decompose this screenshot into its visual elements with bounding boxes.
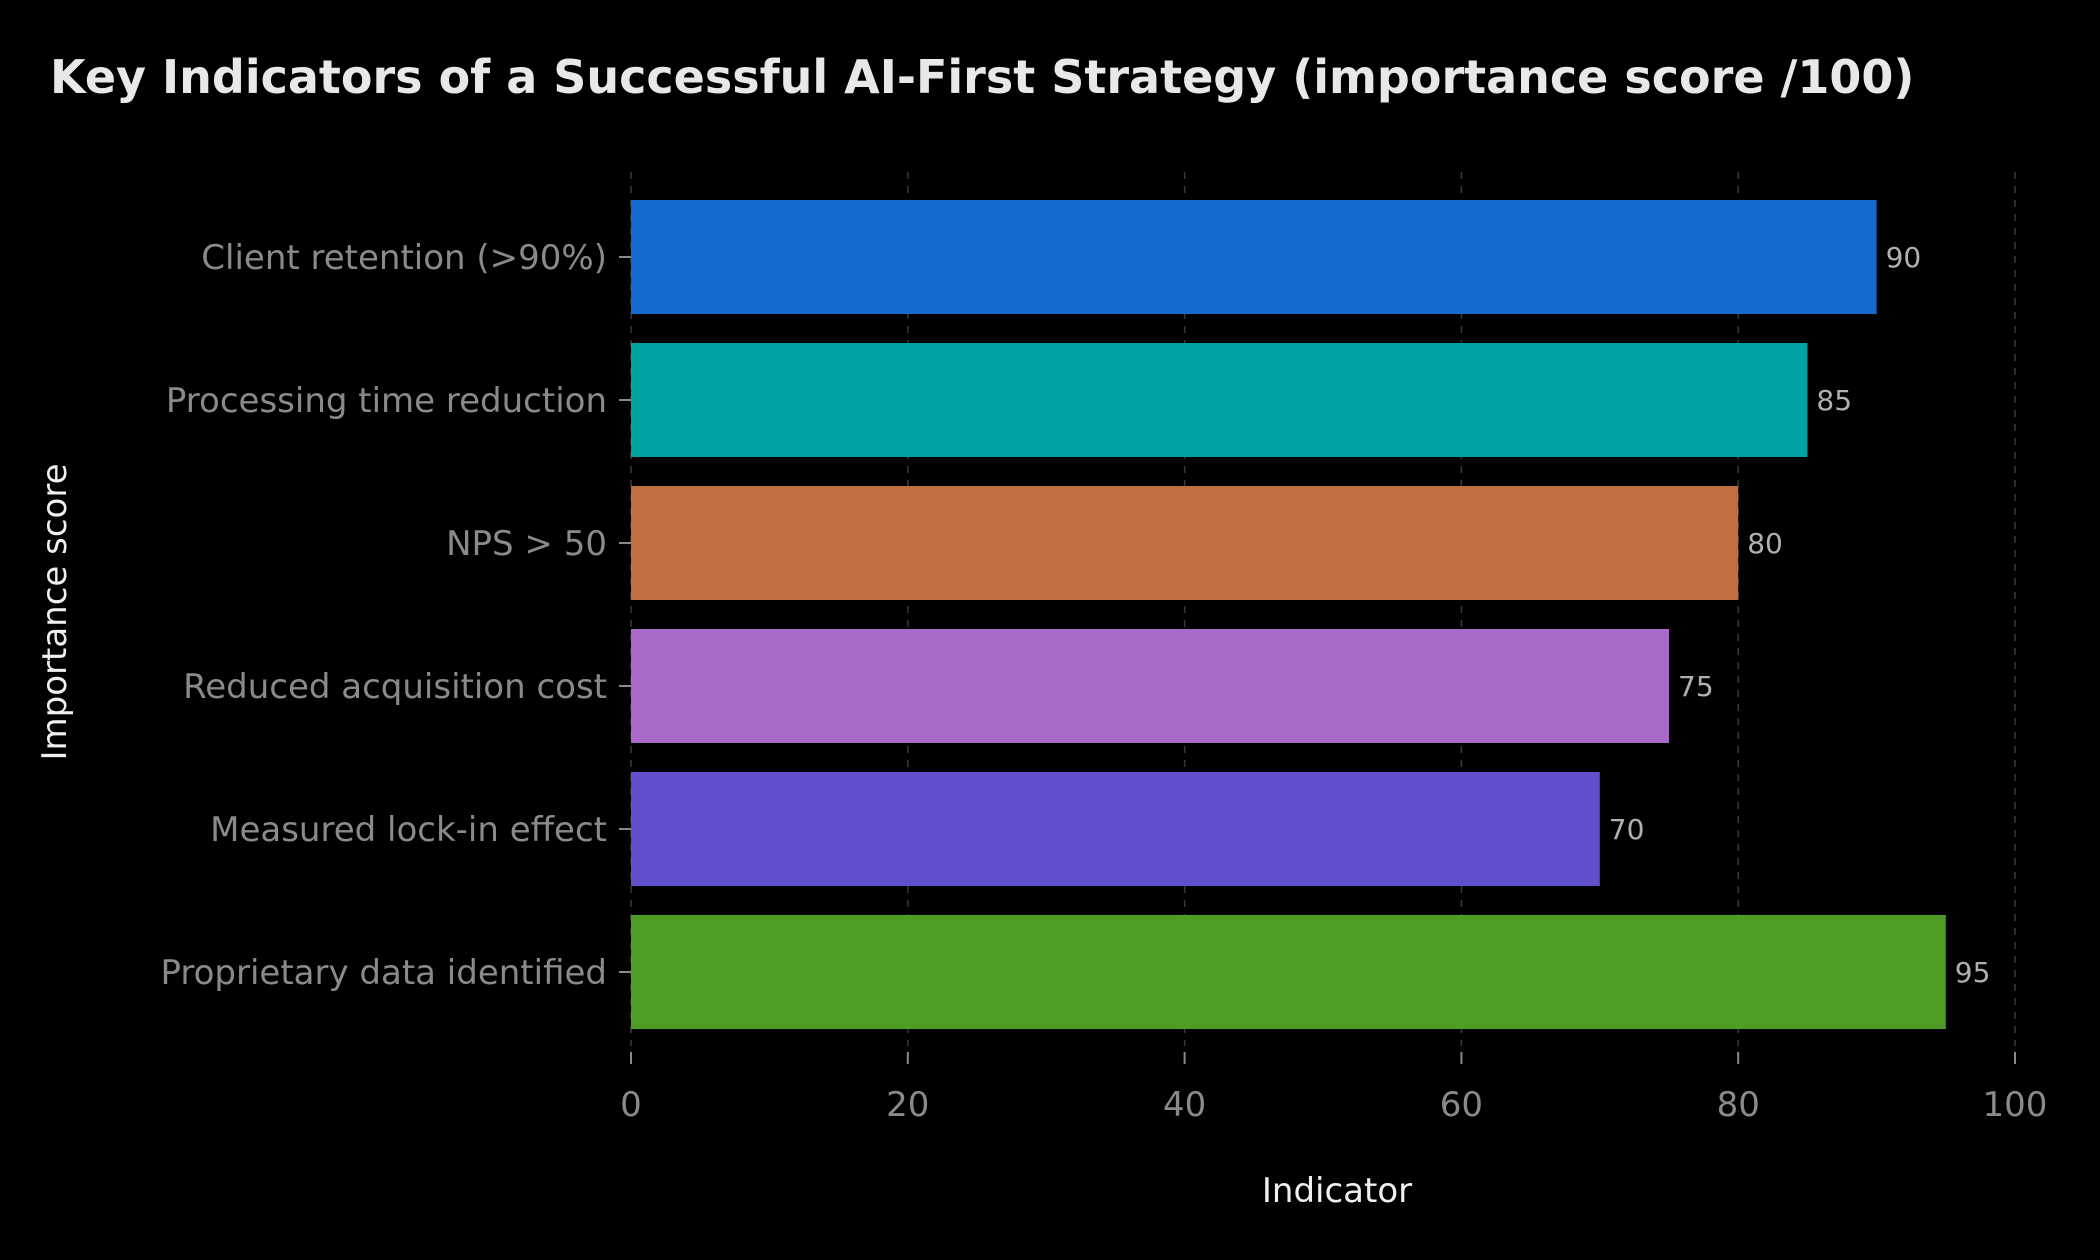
bar xyxy=(631,915,1946,1029)
category-labels: Client retention (>90%) 90 Processing time… xyxy=(160,238,1990,993)
x-tick-label: 100 xyxy=(1983,1085,2048,1125)
x-tick-label: 80 xyxy=(1717,1085,1760,1125)
value-label: 75 xyxy=(1678,670,1714,703)
x-tick-label: 0 xyxy=(620,1085,642,1125)
bar xyxy=(631,343,1808,457)
value-label: 85 xyxy=(1816,384,1852,417)
category-label: Measured lock-in effect xyxy=(210,810,607,850)
grid-lines xyxy=(630,172,2016,1046)
y-axis-label: Importance score xyxy=(35,463,75,760)
value-label: 80 xyxy=(1747,527,1783,560)
x-axis-ticks: 0 20 40 60 80 100 xyxy=(620,1052,2047,1125)
bar xyxy=(631,629,1669,743)
category-label: Proprietary data identified xyxy=(160,953,607,993)
bar xyxy=(631,200,1877,314)
x-tick-label: 40 xyxy=(1163,1085,1206,1125)
bar xyxy=(631,486,1739,600)
category-label: Reduced acquisition cost xyxy=(183,667,607,707)
category-label: Client retention (>90%) xyxy=(201,238,607,278)
x-axis-label: Indicator xyxy=(1262,1171,1412,1211)
x-tick-label: 60 xyxy=(1440,1085,1483,1125)
chart-title: Key Indicators of a Successful AI-First … xyxy=(50,50,1914,104)
bar xyxy=(631,772,1600,886)
category-label: NPS > 50 xyxy=(446,524,607,564)
x-tick-label: 20 xyxy=(886,1085,929,1125)
value-label: 95 xyxy=(1955,956,1991,989)
category-label: Processing time reduction xyxy=(166,381,607,421)
bars xyxy=(631,200,1946,1029)
value-label: 70 xyxy=(1609,813,1645,846)
value-label: 90 xyxy=(1886,241,1922,274)
